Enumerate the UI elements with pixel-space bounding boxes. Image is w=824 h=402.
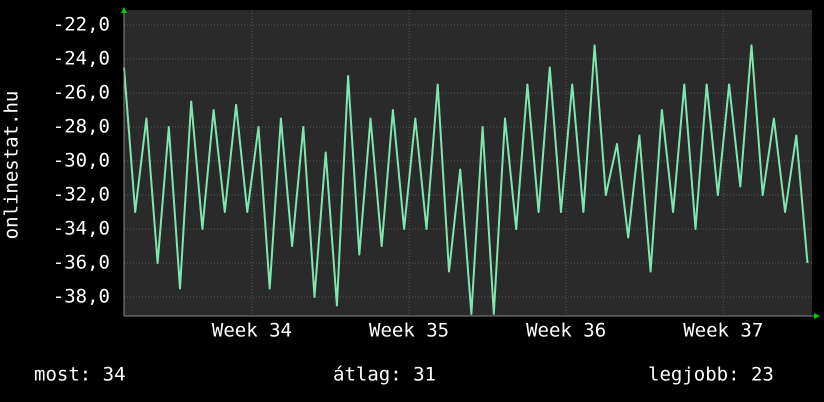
axis-arrow	[121, 7, 127, 13]
series	[123, 44, 809, 315]
y-tick-label: -30,0	[53, 149, 110, 171]
y-tick-label: -36,0	[53, 251, 110, 273]
y-tick-label: -32,0	[53, 183, 110, 205]
x-tick-label: Week 37	[683, 320, 763, 342]
x-tick-label: Week 35	[369, 320, 449, 342]
stat: legjobb: 23	[648, 364, 774, 386]
stat: átlag: 31	[333, 364, 436, 386]
y-tick-label: -28,0	[53, 115, 110, 137]
y-tick-label: -34,0	[53, 217, 110, 239]
y-tick-label: -22,0	[53, 13, 110, 35]
axis-arrow	[814, 313, 820, 319]
stat: most: 34	[34, 364, 126, 386]
y-axis-label: onlinestat.hu	[1, 91, 23, 240]
data-line	[123, 44, 809, 315]
y-tick-label: -38,0	[53, 285, 110, 307]
y-tick-label: -24,0	[53, 47, 110, 69]
y-tick-label: -26,0	[53, 81, 110, 103]
x-tick-label: Week 36	[526, 320, 606, 342]
x-tick-label: Week 34	[212, 320, 292, 342]
